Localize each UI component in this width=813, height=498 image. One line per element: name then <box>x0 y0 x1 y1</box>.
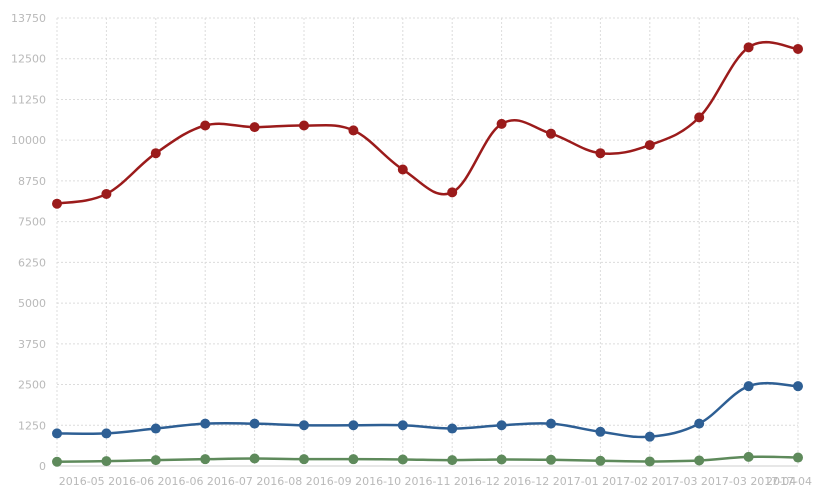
x-tick-label: 2017-02 <box>602 475 648 488</box>
x-tick-label: 2016-08 <box>256 475 302 488</box>
x-axis: 2016-05 2016-06 2016-06 2016-07 2016-08 2016-… <box>59 475 812 488</box>
data-point <box>348 420 359 431</box>
series-line <box>56 455 799 464</box>
data-point <box>397 454 408 465</box>
data-point <box>150 455 161 466</box>
y-tick-label: 10000 <box>11 134 46 147</box>
data-point <box>595 426 606 437</box>
data-point <box>52 198 62 209</box>
data-point <box>546 418 556 429</box>
data-point <box>150 423 161 434</box>
data-point <box>397 420 408 431</box>
x-tick-label: 2017-03 <box>652 475 698 488</box>
data-point <box>496 420 507 431</box>
y-tick-label: 0 <box>39 460 46 473</box>
data-point <box>644 431 655 442</box>
data-point <box>200 454 211 465</box>
data-point <box>793 381 803 392</box>
data-point <box>546 128 556 139</box>
series-2 <box>52 451 803 467</box>
data-point <box>743 451 754 462</box>
x-tick-label: 2016-09 <box>306 475 352 488</box>
x-tick-label: 2016-12 <box>454 475 500 488</box>
x-tick-label: 2017-04 <box>766 475 812 488</box>
data-point <box>644 456 655 467</box>
data-point <box>299 120 309 131</box>
x-tick-label: 2017-03 <box>701 475 747 488</box>
series-line <box>56 41 799 205</box>
data-point <box>200 418 211 429</box>
y-tick-label: 7500 <box>18 216 46 229</box>
y-axis: 0 1250 2500 3750 5000 6250 7500 8750 10000 11250 1… <box>11 12 46 473</box>
x-tick-label: 2016-07 <box>207 475 253 488</box>
data-point <box>200 120 211 131</box>
data-point <box>793 43 803 54</box>
data-point <box>397 164 408 175</box>
data-point <box>447 187 458 198</box>
data-point <box>694 455 705 466</box>
y-tick-label: 2500 <box>18 379 46 392</box>
data-point <box>249 418 260 429</box>
data-point <box>348 125 359 136</box>
data-point <box>447 455 458 466</box>
y-tick-label: 3750 <box>18 338 46 351</box>
y-tick-label: 1250 <box>18 419 46 432</box>
data-point <box>299 454 309 465</box>
data-point <box>348 454 359 465</box>
data-point <box>595 455 606 466</box>
data-point <box>546 454 556 465</box>
series-0 <box>52 41 803 209</box>
x-tick-label: 2016-05 <box>59 475 105 488</box>
series-1 <box>52 381 803 442</box>
data-point <box>52 428 62 439</box>
y-tick-label: 12500 <box>11 53 46 66</box>
data-point <box>249 122 260 133</box>
y-tick-label: 13750 <box>11 12 46 25</box>
data-point <box>793 452 803 463</box>
data-point <box>52 456 62 467</box>
x-tick-label: 2016-06 <box>158 475 204 488</box>
data-point <box>644 140 655 151</box>
data-point <box>150 148 161 159</box>
grid-layer <box>56 17 799 467</box>
y-tick-label: 11250 <box>11 93 46 106</box>
x-tick-label: 2017-01 <box>553 475 599 488</box>
data-point <box>101 456 112 467</box>
series-layer <box>52 41 803 467</box>
x-tick-label: 2016-10 <box>355 475 401 488</box>
data-point <box>299 420 309 431</box>
data-point <box>101 188 112 199</box>
x-tick-label: 2016-12 <box>503 475 549 488</box>
series-line <box>56 381 799 439</box>
data-point <box>496 454 507 465</box>
data-point <box>694 418 705 429</box>
data-point <box>743 42 754 53</box>
data-point <box>249 453 260 464</box>
data-point <box>101 428 112 439</box>
x-tick-label: 2017-04 <box>750 475 796 488</box>
x-tick-label: 2016-11 <box>405 475 451 488</box>
y-tick-label: 6250 <box>18 256 46 269</box>
y-tick-label: 8750 <box>18 175 46 188</box>
y-tick-label: 5000 <box>18 297 46 310</box>
data-point <box>496 118 507 129</box>
data-point <box>595 148 606 159</box>
x-tick-label: 2016-06 <box>108 475 154 488</box>
data-point <box>447 423 458 434</box>
data-point <box>743 381 754 392</box>
data-point <box>694 112 705 123</box>
